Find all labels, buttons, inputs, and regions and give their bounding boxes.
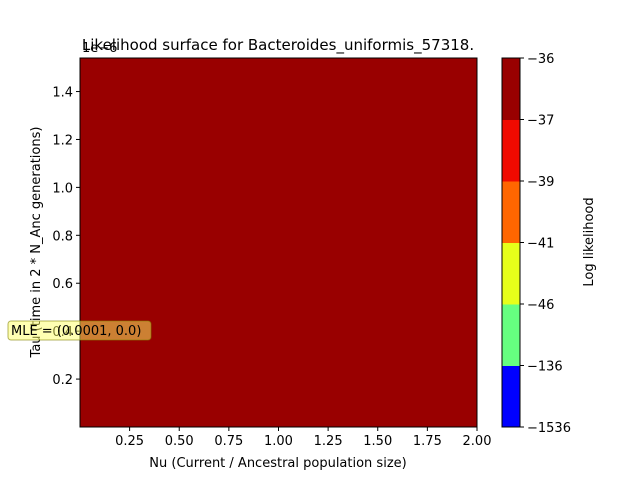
colorbar-tick-label: −46 [527,298,554,313]
x-tick-label: 1.25 [314,434,343,449]
colorbar-band [502,119,520,182]
y-tick-label: 0.8 [52,229,73,244]
x-tick-label: 1.75 [413,434,442,449]
colorbar-band [502,58,520,120]
colorbar-band [502,242,520,305]
x-tick-label: 0.25 [115,434,144,449]
x-tick-label: 0.75 [214,434,243,449]
colorbar-tick-label: −39 [527,175,554,190]
colorbar-tick-label: −136 [527,360,563,375]
colorbar-label: Log likelihood [582,197,597,286]
y-axis-ticks: 0.20.40.60.81.01.21.4 [52,86,80,388]
y-tick-label: 0.6 [52,277,73,292]
y-tick-label: 1.2 [52,133,73,148]
chart-title: Likelihood surface for Bacteroides_unifo… [82,36,474,55]
y-tick-label: 1.4 [52,86,73,101]
y-tick-label: 1.0 [52,181,73,196]
likelihood-surface [79,57,478,428]
colorbar-tick-label: −1536 [527,421,571,436]
colorbar-tick-label: −41 [527,237,554,252]
colorbar-tick-label: −36 [527,52,554,67]
x-axis-label: Nu (Current / Ancestral population size) [149,456,406,471]
colorbar-band [502,304,520,366]
colorbar-band [502,365,520,428]
colorbar-tick-label: −37 [527,114,554,129]
colorbar: −1536 −136 −46 −41 −39 −37 −36 [501,52,571,436]
mle-annotation: MLE = (0.0001, 0.0) [7,320,152,341]
y-offset-label: 1e−6 [82,41,117,56]
x-tick-label: 1.00 [264,434,293,449]
mle-annotation-text: MLE = (0.0001, 0.0) [11,324,141,339]
x-tick-label: 0.50 [165,434,194,449]
x-tick-label: 2.00 [463,434,492,449]
y-tick-label: 0.2 [52,373,73,388]
x-axis-ticks: 0.25 0.50 0.75 1.00 1.25 1.50 1.75 2.00 [115,427,491,449]
y-axis-label: Tau (time in 2 * N_Anc generations) [29,127,44,359]
x-tick-label: 1.50 [363,434,392,449]
colorbar-band [502,181,520,243]
mle-annotation-box [7,320,152,341]
